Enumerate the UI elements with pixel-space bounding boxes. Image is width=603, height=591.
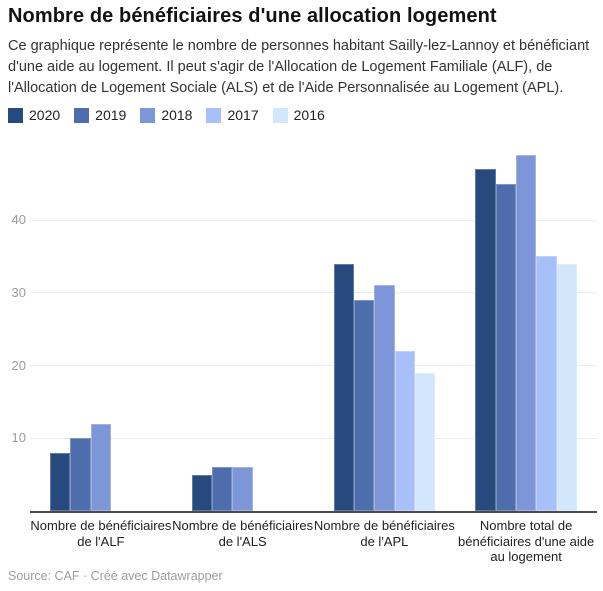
y-gridline-10 [30,437,597,439]
bar-2018-category-3[interactable] [374,285,395,511]
bar-2019-category-2[interactable] [212,467,233,511]
bar-2018-category-4[interactable] [515,154,537,511]
legend-item-2018: 2018 [140,107,192,123]
bar-2020-category-4[interactable] [475,169,496,511]
bar-2018-category-1[interactable] [90,423,112,511]
x-category-label-2: Nombre de bénéficiaires de l'ALS [172,518,314,549]
bar-2017-category-3[interactable] [394,350,415,511]
legend: 2020 2019 2018 2017 2016 [8,107,325,123]
legend-swatch [140,107,156,123]
y-gridline-30 [30,292,597,294]
bar-2017-category-4[interactable] [536,256,557,511]
bar-2016-category-4[interactable] [556,263,577,511]
legend-swatch [206,107,222,123]
bar-2019-category-4[interactable] [495,183,516,511]
y-tick-label-10: 10 [11,430,26,446]
legend-swatch [8,107,23,123]
y-gridline-20 [30,365,597,366]
source-line: Source: CAF · Créé avec Datawrapper [8,569,223,583]
bar-2020-category-3[interactable] [333,263,354,511]
legend-item-2016: 2016 [272,107,325,123]
bar-2018-category-2[interactable] [232,467,253,511]
legend-year-label: 2016 [293,107,325,123]
chart-description: Ce graphique représente le nombre de per… [8,38,590,96]
bar-2019-category-1[interactable] [70,438,91,511]
x-category-label-4: Nombre total de bénéficiaires d'une aide… [458,518,595,564]
bar-2020-category-1[interactable] [50,452,71,511]
x-category-label-1: Nombre de bénéficiaires de l'ALF [30,518,172,549]
y-tick-label-30: 30 [11,284,26,300]
y-tick-label-40: 40 [11,212,26,227]
legend-swatch [272,107,288,123]
page-title: Nombre de bénéficiaires d'une allocation… [8,5,497,27]
legend-item-2019: 2019 [74,107,126,123]
x-axis-line [30,511,597,513]
y-gridline-40 [30,219,597,221]
bar-2020-category-2[interactable] [191,474,213,511]
x-category-label-3: Nombre de bénéficiaires de l'APL [313,518,455,549]
y-tick-label-20: 20 [11,357,26,373]
legend-swatch [74,107,90,123]
legend-item-2017: 2017 [206,107,259,123]
legend-year-label: 2017 [227,107,259,123]
legend-year-label: 2020 [29,107,61,123]
bar-2019-category-3[interactable] [353,300,375,511]
legend-year-label: 2018 [161,107,193,123]
legend-item-2020: 2020 [8,107,60,123]
bar-2016-category-3[interactable] [414,372,436,511]
legend-year-label: 2019 [95,107,127,123]
